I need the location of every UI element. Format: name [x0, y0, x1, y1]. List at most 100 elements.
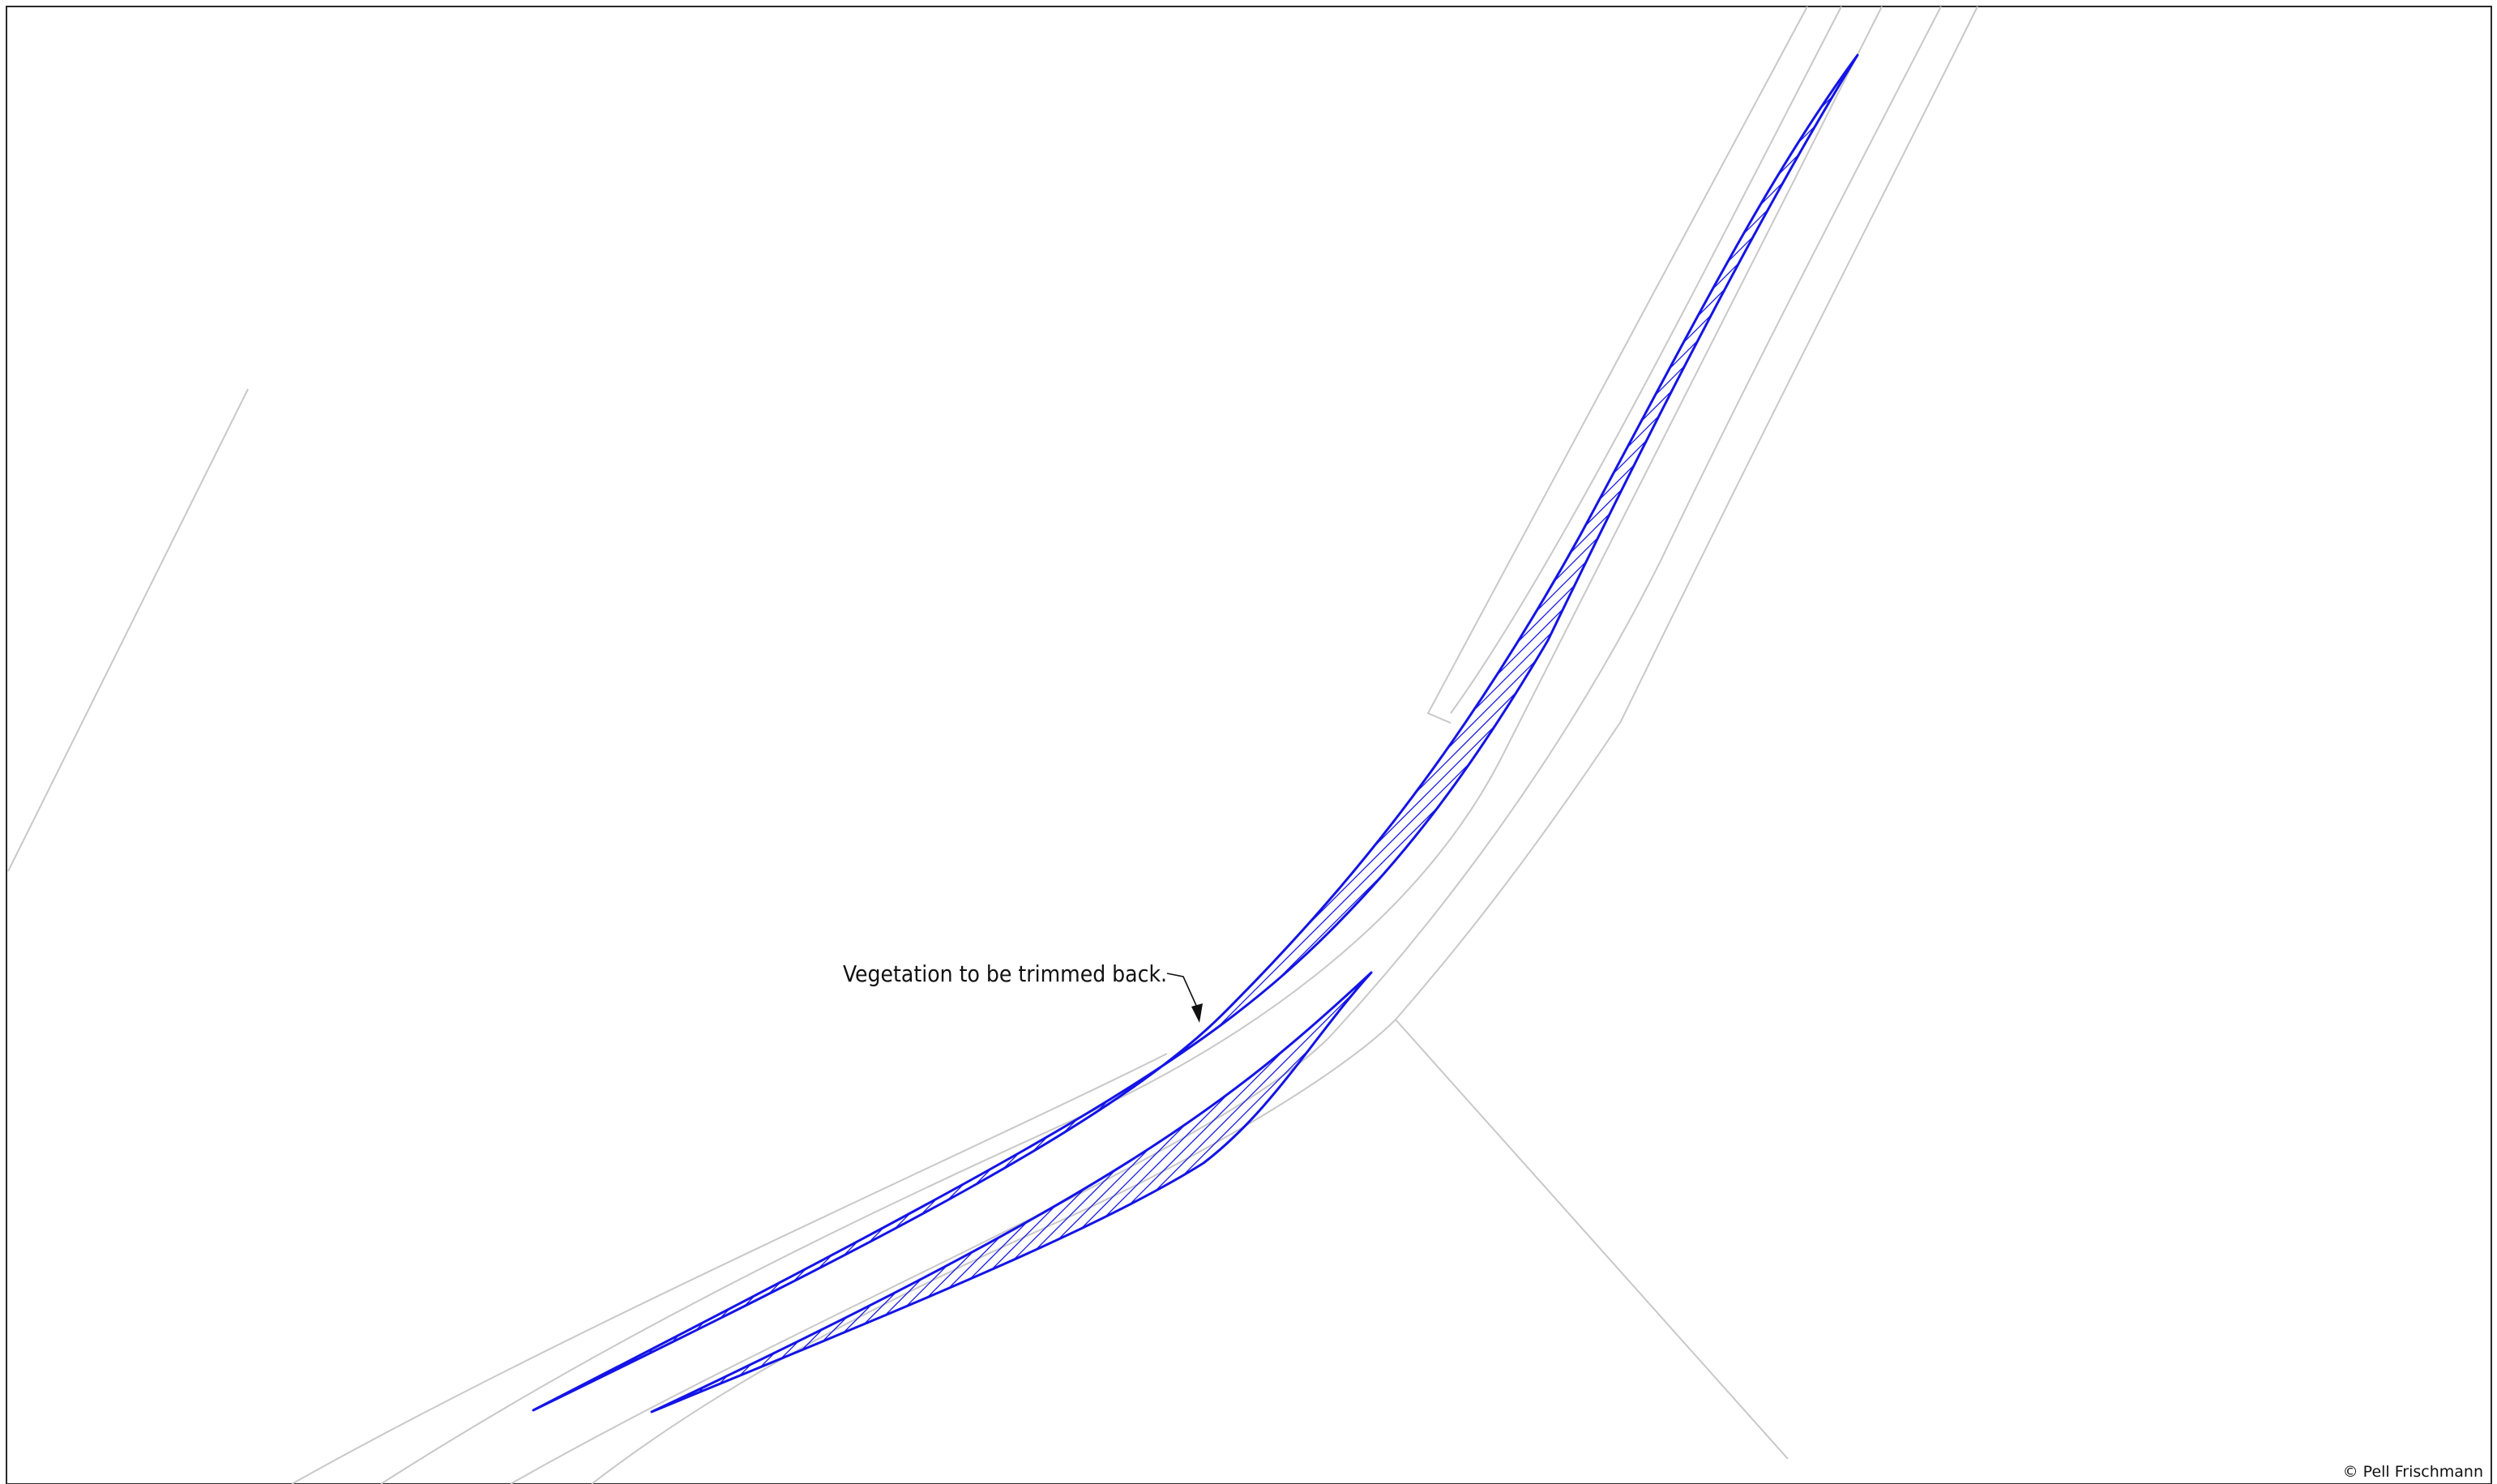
south-hatch-line	[1382, 964, 1844, 1426]
south-hatch-line	[652, 973, 1067, 1412]
north-hatch-line	[533, 55, 1820, 1410]
south-hatch-line	[652, 973, 1079, 1412]
north-hatch-line	[1571, 55, 1858, 1410]
north-hatch-line	[533, 55, 1152, 1410]
north-hatch-line	[533, 55, 1784, 1410]
north-hatch-line	[533, 55, 1431, 1410]
north-hatch-line	[1340, 55, 1858, 1410]
south-vegetation-hatch	[178, 964, 1844, 1426]
north-hatch-line	[533, 55, 1492, 1410]
north-hatch-line	[1778, 55, 1858, 1410]
north-hatch-line	[533, 55, 750, 1410]
south-hatch-line	[1016, 973, 1371, 1412]
north-hatch-line	[1268, 55, 1858, 1410]
north-hatch-line	[988, 55, 1858, 1410]
north-hatch-line	[1231, 55, 1858, 1410]
south-hatch-line	[652, 973, 799, 1412]
north-hatch-line	[533, 55, 1468, 1410]
north-hatch-line	[533, 55, 1079, 1410]
south-hatch-line	[178, 964, 640, 1426]
north-hatch-line	[1693, 55, 1858, 1410]
north-hatch-line	[1219, 55, 1858, 1410]
north-hatch-line	[1499, 55, 1858, 1410]
north-hatch-line	[533, 55, 1285, 1410]
north-hatch-line	[1790, 55, 1858, 1410]
south-hatch-line	[652, 973, 969, 1412]
north-hatch-line	[927, 55, 1858, 1410]
north-hatch-line	[533, 55, 1103, 1410]
north-hatch-line	[533, 55, 1504, 1410]
north-hatch-line	[533, 55, 726, 1410]
north-hatch-line	[1097, 55, 1858, 1410]
north-hatch-line	[533, 55, 1006, 1410]
north-hatch-line	[533, 55, 1529, 1410]
north-hatch-line	[660, 55, 1858, 1410]
north-hatch-line	[533, 55, 1577, 1410]
south-hatch-line	[956, 973, 1371, 1412]
north-hatch-line	[533, 55, 1419, 1410]
north-hatch-line	[1122, 55, 1858, 1410]
north-hatch-line	[533, 55, 981, 1410]
north-hatch-line	[720, 55, 1858, 1410]
north-hatch-line	[1802, 55, 1858, 1410]
south-hatch-line	[652, 973, 1054, 1412]
south-vegetation-outline	[650, 971, 1373, 1413]
north-hatch-line	[533, 55, 1200, 1410]
north-hatch-line	[1182, 55, 1858, 1410]
north-hatch-line	[533, 55, 848, 1410]
north-hatch-line	[533, 55, 933, 1410]
north-hatch-line	[1584, 55, 1858, 1410]
vegetation-note-text: Vegetation to be trimmed back.	[843, 960, 1167, 987]
north-hatch-line	[951, 55, 1858, 1410]
north-hatch-line	[1511, 55, 1858, 1410]
south-hatch-line	[652, 973, 1115, 1412]
north-hatch-line	[1730, 55, 1858, 1410]
north-hatch-line	[915, 55, 1858, 1410]
south-hatch-line	[652, 973, 702, 1412]
south-hatch-line	[1308, 973, 1371, 1412]
north-hatch-line	[1413, 55, 1858, 1410]
north-hatch-line	[533, 55, 1832, 1410]
north-hatch-line	[533, 55, 1553, 1410]
south-hatch-line	[1284, 973, 1371, 1412]
north-hatch-line	[533, 55, 1237, 1410]
south-hatch-line	[834, 973, 1298, 1412]
vegetation-annotation: Vegetation to be trimmed back.	[843, 960, 1203, 1023]
north-hatch-line	[533, 55, 1383, 1410]
north-hatch-line	[1547, 55, 1858, 1410]
south-hatch-line	[652, 973, 690, 1412]
north-hatch-line	[533, 55, 1067, 1410]
north-hatch-line	[1839, 55, 1858, 1410]
north-hatch-line	[533, 55, 1127, 1410]
north-hatch-line	[1024, 55, 1858, 1410]
north-hatch-line	[533, 55, 1042, 1410]
north-hatch-line	[1438, 55, 1858, 1410]
north-hatch-line	[1864, 49, 2497, 1426]
north-hatch-line	[533, 55, 605, 1410]
north-hatch-line	[533, 55, 568, 1410]
north-hatch-line	[635, 55, 1858, 1410]
junction-side-road-edge	[1395, 1019, 1789, 1460]
south-hatch-line	[652, 973, 909, 1412]
north-hatch-line	[1426, 55, 1858, 1410]
north-hatch-line	[1535, 55, 1858, 1410]
north-hatch-line	[533, 55, 775, 1410]
south-hatch-line	[652, 973, 994, 1412]
south-hatch-line	[652, 973, 884, 1412]
north-hatch-line	[533, 55, 811, 1410]
north-hatch-line	[533, 55, 909, 1410]
north-hatch-line	[1754, 55, 1858, 1410]
north-hatch-line	[1170, 55, 1858, 1410]
south-hatch-line	[773, 973, 1237, 1412]
north-hatch-line	[1328, 55, 1858, 1410]
north-hatch-line	[533, 55, 1541, 1410]
north-hatch-line	[1669, 55, 1858, 1410]
north-hatch-line	[1474, 55, 1858, 1410]
south-hatch-line	[1332, 973, 1371, 1412]
north-hatch-line	[533, 55, 1188, 1410]
south-hatch-line	[700, 973, 1164, 1412]
south-hatch-line	[1296, 973, 1371, 1412]
south-hatch-line	[652, 973, 945, 1412]
north-hatch-line	[733, 55, 1858, 1410]
north-hatch-line	[533, 55, 1273, 1410]
